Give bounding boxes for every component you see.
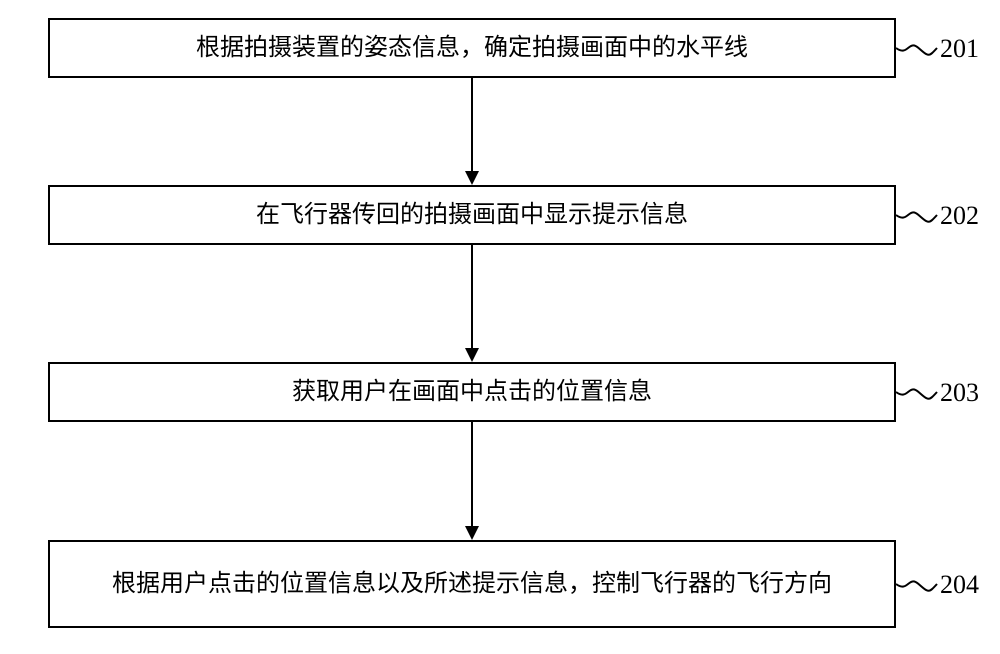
- flow-step-number: 201: [940, 34, 979, 64]
- flow-step-number: 202: [940, 201, 979, 231]
- flow-step: 根据拍摄装置的姿态信息，确定拍摄画面中的水平线: [48, 18, 896, 78]
- label-connector: [896, 45, 937, 54]
- flow-step: 在飞行器传回的拍摄画面中显示提示信息: [48, 185, 896, 245]
- flow-step: 根据用户点击的位置信息以及所述提示信息，控制飞行器的飞行方向: [48, 540, 896, 628]
- flow-step-text: 获取用户在画面中点击的位置信息: [292, 376, 652, 408]
- label-connector: [896, 389, 937, 398]
- flowchart-canvas: 根据拍摄装置的姿态信息，确定拍摄画面中的水平线 201 在飞行器传回的拍摄画面中显示…: [0, 0, 1000, 654]
- flow-arrow-head: [465, 526, 479, 540]
- flow-step-number: 204: [940, 570, 979, 600]
- flow-arrow-head: [465, 348, 479, 362]
- flow-step-text: 根据拍摄装置的姿态信息，确定拍摄画面中的水平线: [196, 32, 748, 64]
- flow-arrow-head: [465, 171, 479, 185]
- flow-step: 获取用户在画面中点击的位置信息: [48, 362, 896, 422]
- label-connector: [896, 212, 937, 221]
- label-connector: [896, 581, 937, 590]
- flow-step-number: 203: [940, 378, 979, 408]
- flow-step-text: 根据用户点击的位置信息以及所述提示信息，控制飞行器的飞行方向: [112, 568, 832, 600]
- flow-step-text: 在飞行器传回的拍摄画面中显示提示信息: [256, 199, 688, 231]
